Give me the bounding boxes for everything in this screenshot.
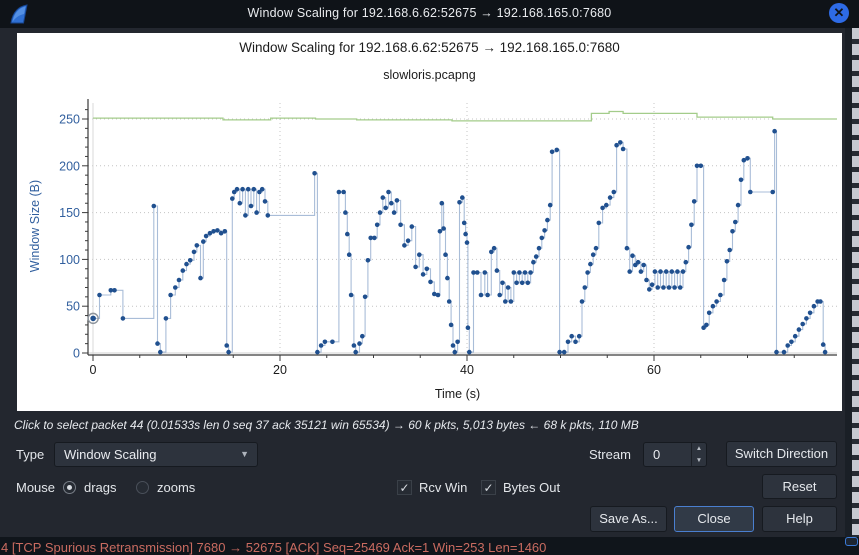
svg-text:200: 200 — [59, 159, 80, 173]
graph-type-select[interactable]: Window Scaling ▼ — [54, 442, 258, 467]
x-axis-label: Time (s) — [434, 387, 481, 401]
window-title: Window Scaling for 192.168.6.62:52675 → … — [247, 6, 612, 20]
packet-list-edge — [852, 28, 859, 537]
chart-title: Window Scaling for 192.168.6.62:52675 → … — [239, 40, 620, 55]
status-text: Click to select packet 44 (0.01533s len … — [14, 418, 639, 432]
graph-type-value: Window Scaling — [64, 447, 157, 462]
scrollbar-fragment[interactable] — [845, 537, 858, 546]
svg-text:50: 50 — [66, 300, 80, 314]
svg-text:150: 150 — [59, 206, 80, 220]
help-button[interactable]: Help — [762, 506, 837, 532]
packet-list-row: 4 [TCP Spurious Retransmission] 7680 → 5… — [0, 537, 859, 555]
rcv-win-checkbox[interactable]: ✓ — [397, 480, 412, 495]
radio-zooms-label[interactable]: zooms — [157, 480, 196, 495]
svg-text:40: 40 — [460, 363, 474, 377]
close-button[interactable]: Close — [674, 506, 754, 532]
switch-direction-button[interactable]: Switch Direction — [726, 441, 837, 467]
packet-row-text: 4 [TCP Spurious Retransmission] 7680 → 5… — [1, 540, 547, 555]
stream-spinner[interactable]: 0 ▲ ▼ — [643, 442, 707, 467]
spinner-arrows: ▲ ▼ — [691, 443, 706, 466]
stream-value: 0 — [653, 447, 661, 462]
radio-zooms[interactable] — [136, 481, 149, 494]
save-as-button[interactable]: Save As... — [590, 506, 667, 532]
titlebar[interactable]: Window Scaling for 192.168.6.62:52675 → … — [0, 0, 859, 28]
bytes-out-label[interactable]: Bytes Out — [503, 480, 561, 495]
status-bar: Click to select packet 44 (0.01533s len … — [0, 411, 845, 441]
rcv-win-label[interactable]: Rcv Win — [419, 480, 468, 495]
window-edge — [845, 28, 852, 537]
radio-drags[interactable] — [63, 481, 76, 494]
spin-down-icon[interactable]: ▼ — [695, 456, 703, 464]
svg-text:0: 0 — [73, 347, 80, 361]
bytes-out-checkbox[interactable]: ✓ — [481, 480, 496, 495]
dialog-body: Window Scaling for 192.168.6.62:52675 → … — [0, 28, 845, 537]
wireshark-fin-icon — [10, 4, 28, 24]
chart-panel: Window Scaling for 192.168.6.62:52675 → … — [17, 33, 842, 411]
svg-text:0: 0 — [90, 363, 97, 377]
close-icon[interactable]: ✕ — [829, 3, 849, 23]
stream-graph-canvas[interactable]: 0 50 100 150 200 250 0 20 40 60 — [17, 33, 842, 411]
mouse-label: Mouse — [16, 480, 56, 495]
chart-subtitle: slowloris.pcapng — [383, 68, 476, 82]
svg-text:20: 20 — [273, 363, 287, 377]
chevron-down-icon: ▼ — [240, 449, 249, 459]
stream-label: Stream — [589, 447, 631, 462]
spin-up-icon[interactable]: ▲ — [695, 445, 703, 452]
radio-drags-label[interactable]: drags — [84, 480, 117, 495]
reset-button[interactable]: Reset — [762, 474, 837, 499]
svg-text:60: 60 — [647, 363, 661, 377]
svg-text:250: 250 — [59, 113, 80, 127]
svg-text:100: 100 — [59, 253, 80, 267]
type-label: Type — [16, 447, 45, 462]
